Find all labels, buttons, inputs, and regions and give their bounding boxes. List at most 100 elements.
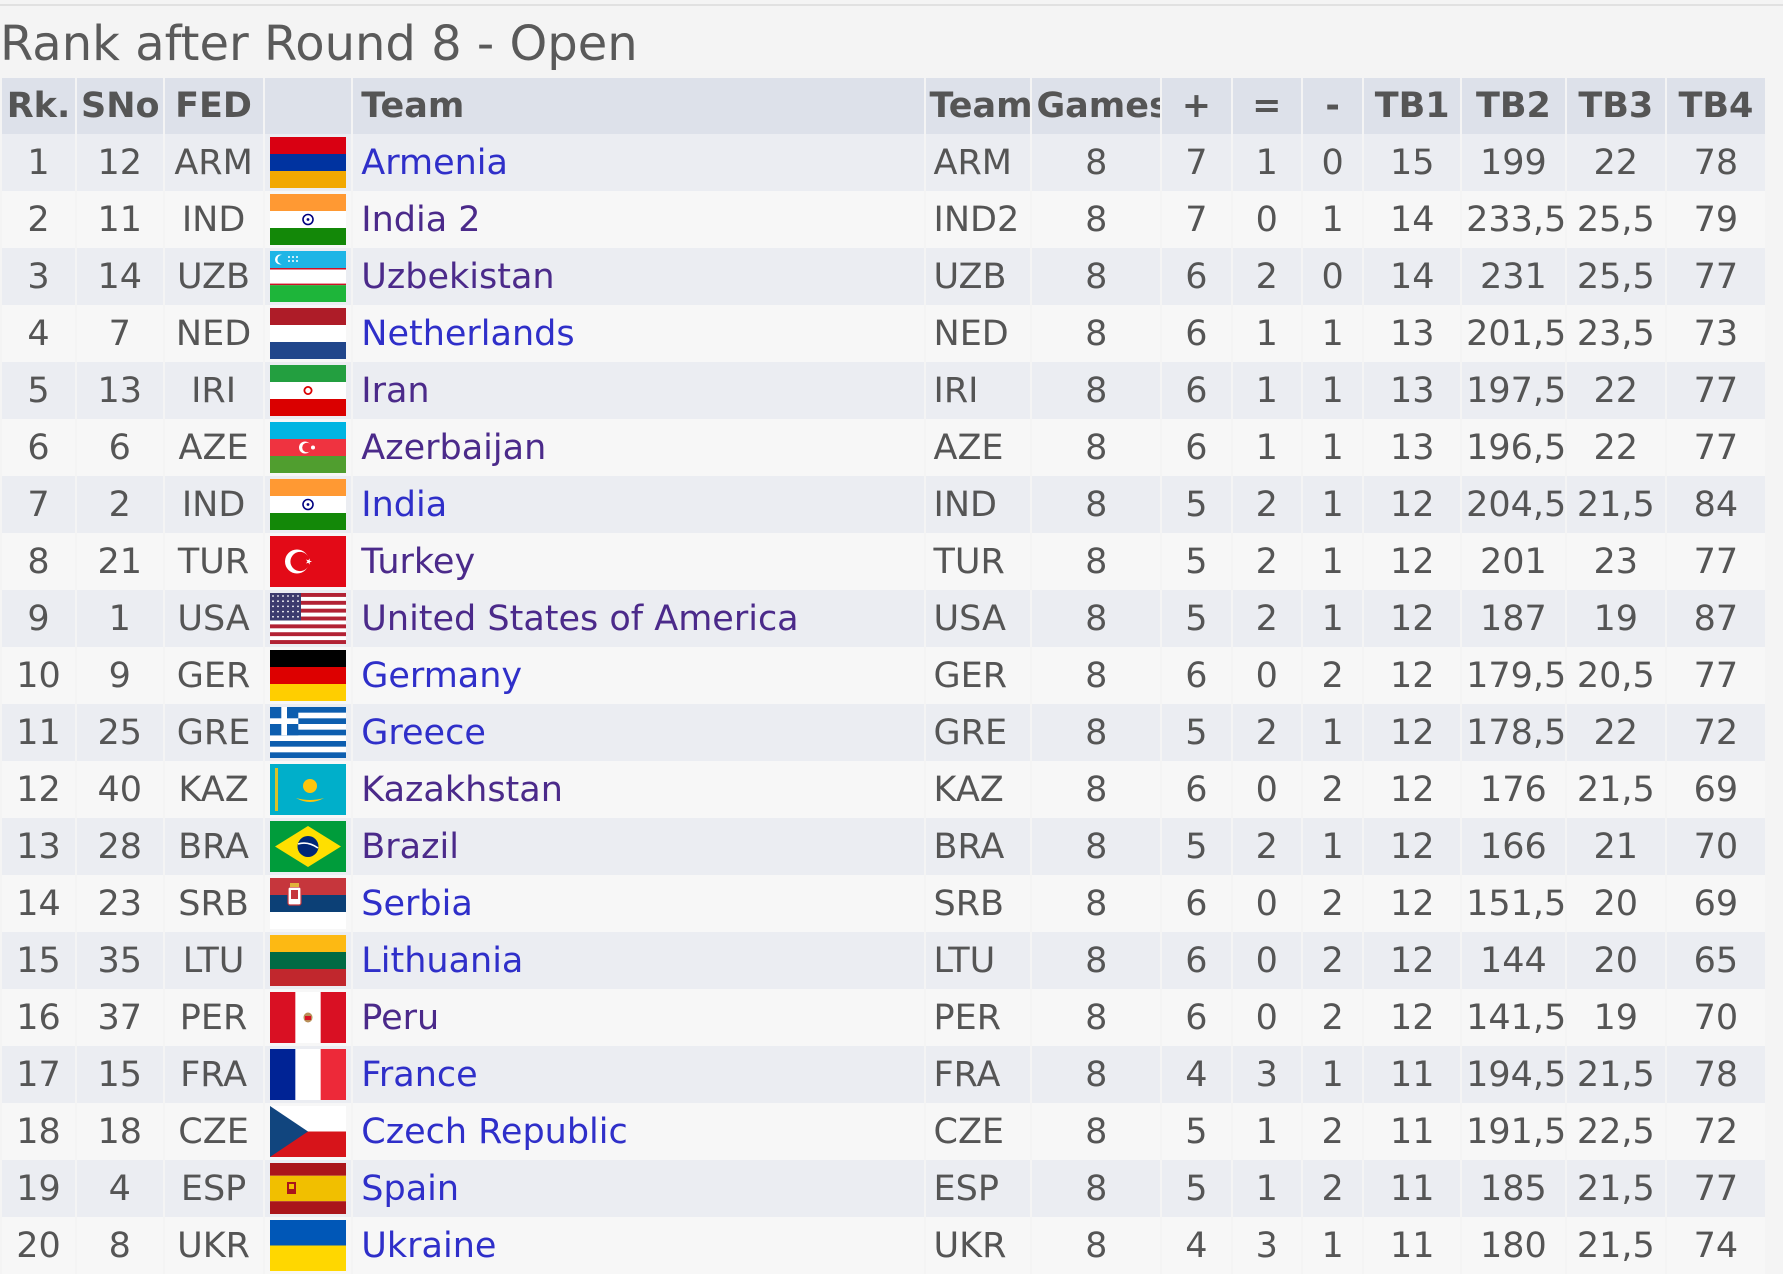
team-link[interactable]: United States of America <box>361 598 799 639</box>
losses-cell: 1 <box>1303 704 1363 761</box>
tb3-cell: 22,5 <box>1566 1103 1665 1160</box>
team-code-cell: ARM <box>925 134 1031 191</box>
team-cell: India 2 <box>353 191 924 248</box>
draws-cell: 1 <box>1232 305 1302 362</box>
federation-cell: TUR <box>164 533 263 590</box>
start-number-cell: 21 <box>76 533 163 590</box>
team-link[interactable]: Czech Republic <box>361 1111 628 1152</box>
team-cell: Armenia <box>353 134 924 191</box>
tb2-cell: 194,5 <box>1462 1046 1565 1103</box>
draws-cell: 0 <box>1232 761 1302 818</box>
tb1-cell: 11 <box>1364 1160 1461 1217</box>
tb4-cell: 77 <box>1666 533 1765 590</box>
wins-cell: 6 <box>1162 248 1231 305</box>
team-link[interactable]: Turkey <box>361 541 476 582</box>
col-header-flag <box>264 78 352 134</box>
federation-cell: FRA <box>164 1046 263 1103</box>
flag-cell <box>264 419 352 476</box>
team-link[interactable]: Armenia <box>361 142 508 183</box>
losses-cell: 1 <box>1303 533 1363 590</box>
start-number-cell: 35 <box>76 932 163 989</box>
wins-cell: 6 <box>1162 647 1231 704</box>
tb2-cell: 197,5 <box>1462 362 1565 419</box>
tb4-cell: 77 <box>1666 248 1765 305</box>
team-link[interactable]: India <box>361 484 448 525</box>
start-number-cell: 25 <box>76 704 163 761</box>
team-link[interactable]: Iran <box>361 370 430 411</box>
flag-cell <box>264 989 352 1046</box>
flag-cell <box>264 134 352 191</box>
tb2-cell: 178,5 <box>1462 704 1565 761</box>
team-code-cell: PER <box>925 989 1031 1046</box>
rank-cell: 16 <box>2 989 75 1046</box>
table-row: 12 40 KAZ Kazakhstan KAZ 8 6 0 2 12 176 21,5 69 <box>2 761 1765 818</box>
flag-cell <box>264 305 352 362</box>
flag-cell <box>264 362 352 419</box>
team-link[interactable]: Netherlands <box>361 313 575 354</box>
team-link[interactable]: Lithuania <box>361 940 524 981</box>
tb1-cell: 12 <box>1364 704 1461 761</box>
draws-cell: 0 <box>1232 875 1302 932</box>
tb1-cell: 13 <box>1364 362 1461 419</box>
team-link[interactable]: Kazakhstan <box>361 769 563 810</box>
tb4-cell: 77 <box>1666 647 1765 704</box>
losses-cell: 1 <box>1303 1046 1363 1103</box>
wins-cell: 7 <box>1162 134 1231 191</box>
team-link[interactable]: Uzbekistan <box>361 256 555 297</box>
team-code-cell: NED <box>925 305 1031 362</box>
netherlands-flag-icon <box>269 308 346 359</box>
team-code-cell: USA <box>925 590 1031 647</box>
rank-cell: 19 <box>2 1160 75 1217</box>
start-number-cell: 13 <box>76 362 163 419</box>
flag-cell <box>264 191 352 248</box>
draws-cell: 2 <box>1232 248 1302 305</box>
team-link[interactable]: Greece <box>361 712 486 753</box>
table-row: 1 12 ARM Armenia ARM 8 7 1 0 15 199 22 78 <box>2 134 1765 191</box>
table-row: 20 8 UKR Ukraine UKR 8 4 3 1 11 180 21,5 74 <box>2 1217 1765 1274</box>
tb4-cell: 79 <box>1666 191 1765 248</box>
tb1-cell: 12 <box>1364 932 1461 989</box>
team-link[interactable]: Brazil <box>361 826 459 867</box>
team-link[interactable]: France <box>361 1054 478 1095</box>
losses-cell: 2 <box>1303 647 1363 704</box>
tb4-cell: 69 <box>1666 761 1765 818</box>
team-link[interactable]: Serbia <box>361 883 473 924</box>
rank-cell: 8 <box>2 533 75 590</box>
tb1-cell: 11 <box>1364 1217 1461 1274</box>
games-cell: 8 <box>1032 818 1161 875</box>
federation-cell: AZE <box>164 419 263 476</box>
draws-cell: 2 <box>1232 476 1302 533</box>
team-link[interactable]: Peru <box>361 997 440 1038</box>
start-number-cell: 7 <box>76 305 163 362</box>
start-number-cell: 15 <box>76 1046 163 1103</box>
team-link[interactable]: India 2 <box>361 199 481 240</box>
team-code-cell: IRI <box>925 362 1031 419</box>
tb2-cell: 187 <box>1462 590 1565 647</box>
team-link[interactable]: Spain <box>361 1168 460 1209</box>
tb4-cell: 72 <box>1666 704 1765 761</box>
team-cell: France <box>353 1046 924 1103</box>
rank-cell: 14 <box>2 875 75 932</box>
wins-cell: 5 <box>1162 1160 1231 1217</box>
federation-cell: USA <box>164 590 263 647</box>
tb2-cell: 176 <box>1462 761 1565 818</box>
col-header-tb4: TB4 <box>1666 78 1765 134</box>
team-code-cell: BRA <box>925 818 1031 875</box>
federation-cell: CZE <box>164 1103 263 1160</box>
uzbekistan-flag-icon <box>269 251 346 302</box>
table-row: 3 14 UZB Uzbekistan UZB 8 6 2 0 14 231 25,5 77 <box>2 248 1765 305</box>
start-number-cell: 37 <box>76 989 163 1046</box>
table-row: 18 18 CZE Czech Republic CZE 8 5 1 2 11 191,5 22,5 7… <box>2 1103 1765 1160</box>
tb3-cell: 23 <box>1566 533 1665 590</box>
col-header-sno: SNo <box>76 78 163 134</box>
losses-cell: 2 <box>1303 932 1363 989</box>
team-cell: Ukraine <box>353 1217 924 1274</box>
draws-cell: 3 <box>1232 1217 1302 1274</box>
col-header-losses: - <box>1303 78 1363 134</box>
federation-cell: IND <box>164 476 263 533</box>
table-row: 4 7 NED Netherlands NED 8 6 1 1 13 201,5 23,5 73 <box>2 305 1765 362</box>
lithuania-flag-icon <box>269 935 346 986</box>
team-link[interactable]: Ukraine <box>361 1225 497 1266</box>
team-link[interactable]: Azerbaijan <box>361 427 547 468</box>
team-link[interactable]: Germany <box>361 655 523 696</box>
